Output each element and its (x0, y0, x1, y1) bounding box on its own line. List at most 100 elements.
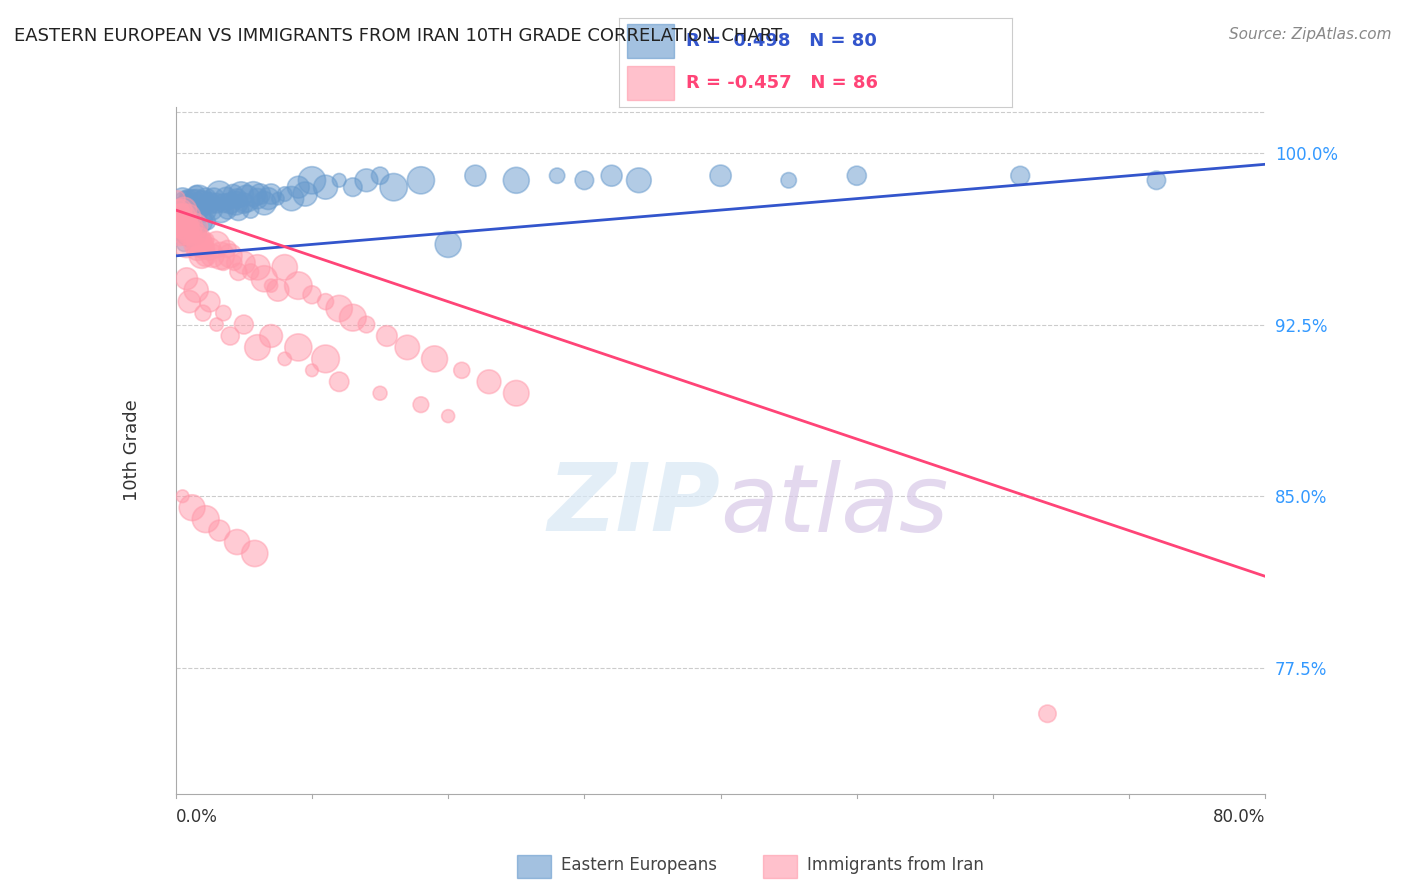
Point (174, 203, 197, 218)
Point (202, 192, 225, 206)
Point (167, 203, 190, 218)
Point (225, 196, 247, 211)
Text: atlas: atlas (721, 460, 949, 551)
Point (186, 283, 208, 297)
Point (274, 260, 297, 275)
Point (232, 256, 254, 270)
Point (177, 203, 200, 218)
Text: 10th Grade: 10th Grade (124, 400, 141, 501)
Point (228, 203, 250, 218)
Point (246, 192, 269, 206)
Point (198, 242, 221, 256)
Point (212, 306, 235, 320)
Point (194, 192, 217, 206)
Point (356, 173, 378, 187)
Point (205, 196, 228, 211)
Point (342, 310, 364, 325)
Point (301, 173, 323, 187)
Point (246, 260, 269, 275)
Point (184, 226, 207, 240)
Point (328, 173, 350, 187)
Point (243, 546, 266, 561)
Point (246, 340, 269, 354)
Point (191, 306, 214, 320)
Point (260, 329, 283, 343)
Point (184, 219, 207, 233)
Point (222, 187, 245, 202)
Point (280, 192, 302, 206)
Point (1010, 169, 1032, 183)
Point (217, 242, 239, 256)
Point (208, 524, 231, 538)
Text: R =  0.498   N = 80: R = 0.498 N = 80 (686, 32, 876, 50)
Bar (627, 66, 673, 100)
Point (187, 233, 209, 247)
Text: Eastern Europeans: Eastern Europeans (561, 856, 717, 874)
Point (368, 386, 391, 401)
Point (172, 489, 194, 503)
Point (179, 214, 201, 228)
Point (191, 196, 214, 211)
Point (215, 192, 238, 206)
Point (186, 242, 209, 256)
Point (166, 192, 188, 206)
Point (212, 256, 235, 270)
Point (201, 249, 224, 263)
Point (267, 283, 290, 297)
Point (186, 187, 208, 202)
Point (208, 187, 231, 202)
Point (179, 294, 201, 309)
Point (409, 173, 432, 187)
Point (1036, 706, 1059, 721)
Point (167, 219, 190, 233)
Point (219, 329, 242, 343)
Point (195, 214, 218, 228)
Point (180, 219, 202, 233)
Point (177, 219, 200, 233)
Point (1144, 173, 1167, 187)
Point (505, 173, 527, 187)
Point (186, 226, 208, 240)
Text: 0.0%: 0.0% (176, 807, 218, 826)
Point (409, 398, 432, 412)
Point (242, 187, 264, 202)
Point (257, 192, 280, 206)
Point (267, 192, 290, 206)
Point (231, 187, 253, 202)
Point (188, 237, 211, 252)
Point (710, 169, 733, 183)
Point (167, 214, 190, 228)
Point (375, 329, 398, 343)
Point (224, 256, 246, 270)
Point (195, 233, 218, 247)
Text: Immigrants from Iran: Immigrants from Iran (807, 856, 984, 874)
Point (194, 249, 217, 263)
Point (174, 219, 197, 233)
Point (845, 169, 868, 183)
Text: 80.0%: 80.0% (1213, 807, 1265, 826)
Point (232, 318, 254, 332)
Text: R = -0.457   N = 86: R = -0.457 N = 86 (686, 74, 877, 92)
Point (226, 535, 249, 549)
Point (173, 210, 195, 224)
Point (301, 363, 323, 377)
Point (174, 196, 197, 211)
Point (301, 287, 323, 301)
Point (228, 265, 250, 279)
Point (778, 173, 800, 187)
Point (173, 237, 195, 252)
Point (177, 192, 200, 206)
Point (172, 219, 194, 233)
Point (209, 203, 232, 218)
Point (356, 318, 378, 332)
Point (190, 249, 212, 263)
Point (235, 192, 257, 206)
Point (176, 219, 198, 233)
Point (173, 226, 195, 240)
Point (260, 187, 283, 202)
Point (328, 301, 350, 316)
Point (232, 196, 254, 211)
Point (181, 196, 204, 211)
Point (187, 192, 209, 206)
Point (170, 219, 193, 233)
